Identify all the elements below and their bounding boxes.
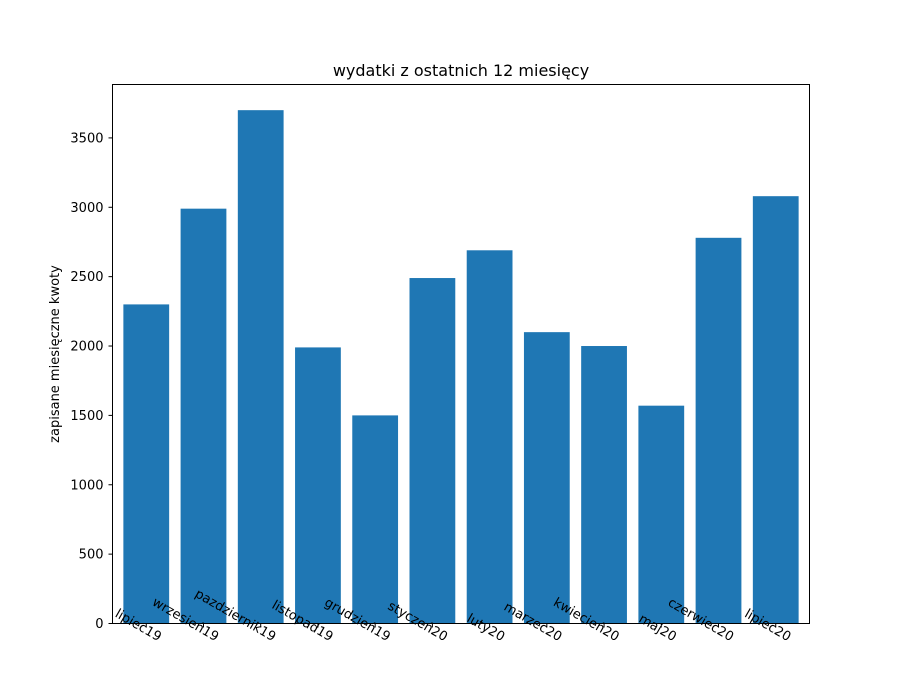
y-axis-ticks: 0 500 1000 1500 2000 2500 3000 3500 bbox=[70, 131, 113, 632]
y-tick-label: 3000 bbox=[70, 201, 103, 216]
y-tick-label: 2000 bbox=[70, 340, 103, 355]
bar-lipiec20 bbox=[752, 196, 799, 624]
y-tick-label: 1000 bbox=[70, 478, 103, 493]
bar-pazdziernik19 bbox=[237, 110, 284, 624]
bar-luty20 bbox=[466, 250, 513, 624]
y-tick-label: 1500 bbox=[70, 409, 103, 424]
bar-maj20 bbox=[638, 405, 685, 624]
bar-czerwiec20 bbox=[695, 237, 742, 624]
bar-wrzesień19 bbox=[180, 208, 227, 624]
bar-marzec20 bbox=[523, 332, 570, 624]
bar-listopad19 bbox=[295, 347, 341, 624]
plot-frame bbox=[112, 84, 810, 624]
bars-group bbox=[123, 110, 799, 624]
chart-title: wydatki z ostatnich 12 miesięcy bbox=[333, 61, 589, 80]
y-axis-label: zapisane miesięczne kwoty bbox=[48, 265, 63, 443]
bar-kwiecień20 bbox=[581, 346, 627, 624]
y-tick-label: 3500 bbox=[70, 131, 103, 146]
bar-grudzień19 bbox=[352, 415, 399, 624]
y-tick-label: 0 bbox=[95, 617, 103, 632]
bar-styczeń20 bbox=[409, 278, 456, 624]
y-tick-label: 500 bbox=[79, 548, 104, 563]
y-tick-label: 2500 bbox=[70, 270, 103, 285]
bar-lipiec19 bbox=[123, 304, 170, 624]
